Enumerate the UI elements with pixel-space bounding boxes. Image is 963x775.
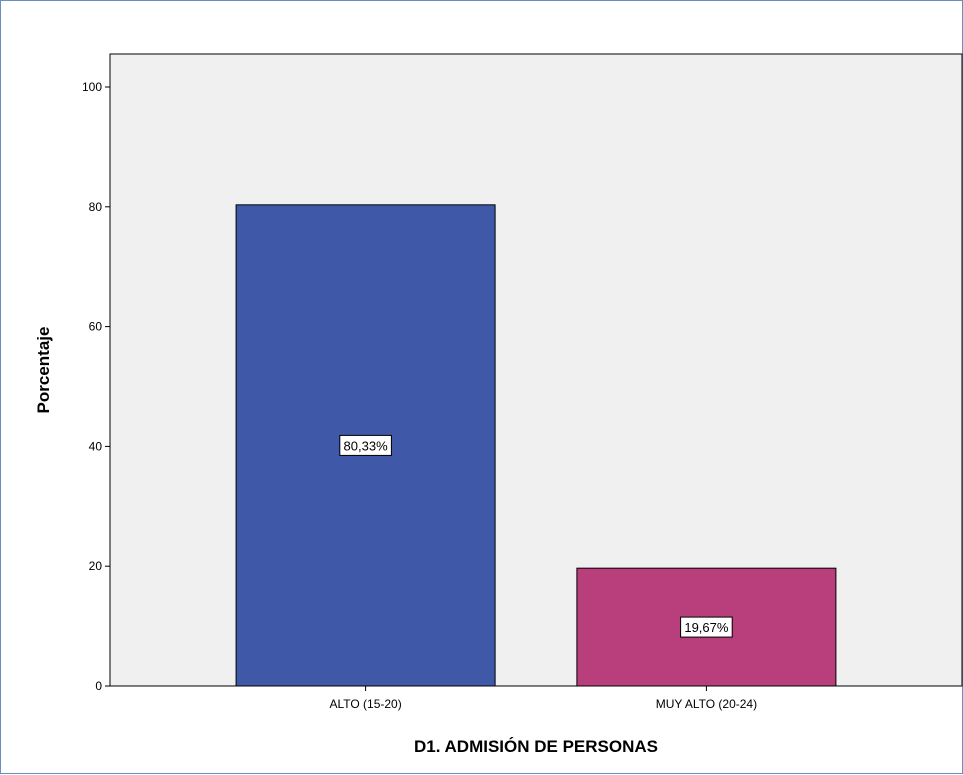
- y-axis-title: Porcentaje: [34, 327, 53, 414]
- y-tick-label-0: 0: [95, 679, 102, 693]
- data-label-1: 19,67%: [684, 620, 729, 635]
- y-tick-label-5: 100: [82, 80, 102, 94]
- x-tick-label-0: ALTO (15-20): [329, 697, 401, 711]
- x-tick-label-1: MUY ALTO (20-24): [656, 697, 757, 711]
- y-tick-label-2: 40: [89, 439, 103, 453]
- data-label-0: 80,33%: [344, 438, 389, 453]
- y-tick-label-3: 60: [89, 320, 103, 334]
- x-axis-title: D1. ADMISIÓN DE PERSONAS: [414, 737, 658, 756]
- data-label-box-1: [680, 616, 733, 638]
- y-tick-label-4: 80: [89, 200, 103, 214]
- data-label-box-0: [339, 434, 392, 456]
- y-tick-label-1: 20: [89, 559, 103, 573]
